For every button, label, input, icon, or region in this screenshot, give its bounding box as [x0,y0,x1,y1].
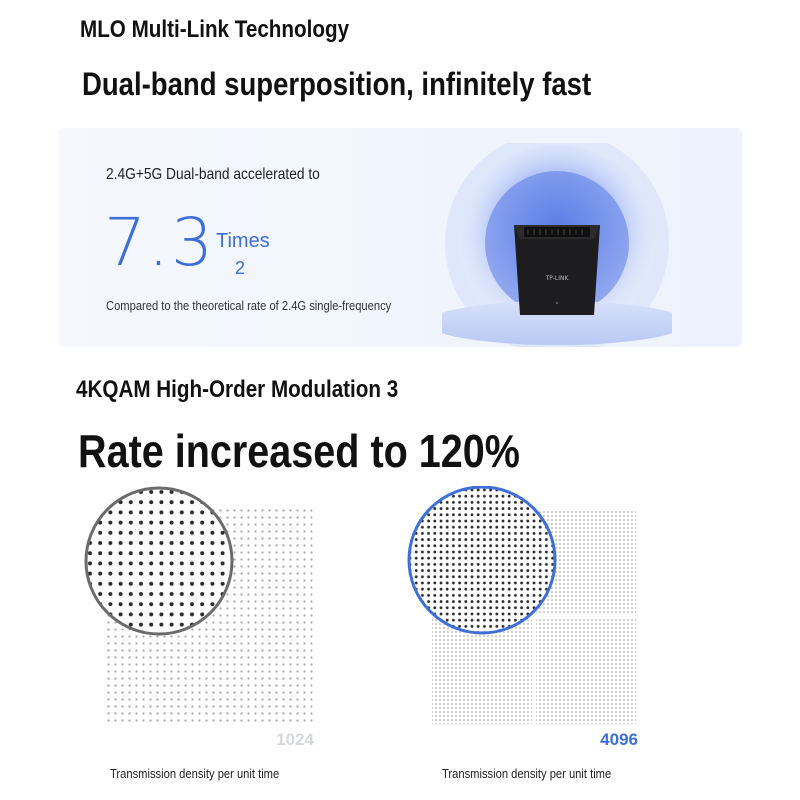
qam-4096-caption: Transmission density per unit time [442,766,612,781]
card-subtitle: 2.4G+5G Dual-band accelerated to [106,166,320,183]
speed-multiplier-unit: Times [216,230,270,252]
router-device: TP-LINK [514,225,600,315]
router-logo-text: TP-LINK [545,275,570,282]
base-plate [442,301,672,345]
section1-title: MLO Multi-Link Technology [80,16,350,43]
qam-1024-constellation [84,486,316,726]
router-glow-illustration: TP-LINK [442,143,672,347]
qam-1024-label: 1024 [276,730,314,749]
qam-1024-caption: Transmission density per unit time [110,766,280,781]
footnote-marker: 2 [235,258,246,278]
speed-multiplier-value: 7.3 [104,204,215,281]
section2-headline: Rate increased to 120% [78,425,520,477]
dual-band-card: 2.4G+5G Dual-band accelerated to 7.3 Tim… [58,128,742,347]
qam-4096-label: 4096 [600,730,638,749]
section2-title: 4KQAM High-Order Modulation 3 [76,376,399,403]
qam-1024-panel: 1024 [84,486,320,756]
card-note: Compared to the theoretical rate of 2.4G… [106,298,392,313]
magnifier-ring [84,486,234,636]
qam-4096-panel: 4096 [406,486,642,756]
section1-headline: Dual-band superposition, infinitely fast [82,66,592,102]
qam-4096-constellation [407,486,636,724]
magnifier-ring [407,486,557,635]
